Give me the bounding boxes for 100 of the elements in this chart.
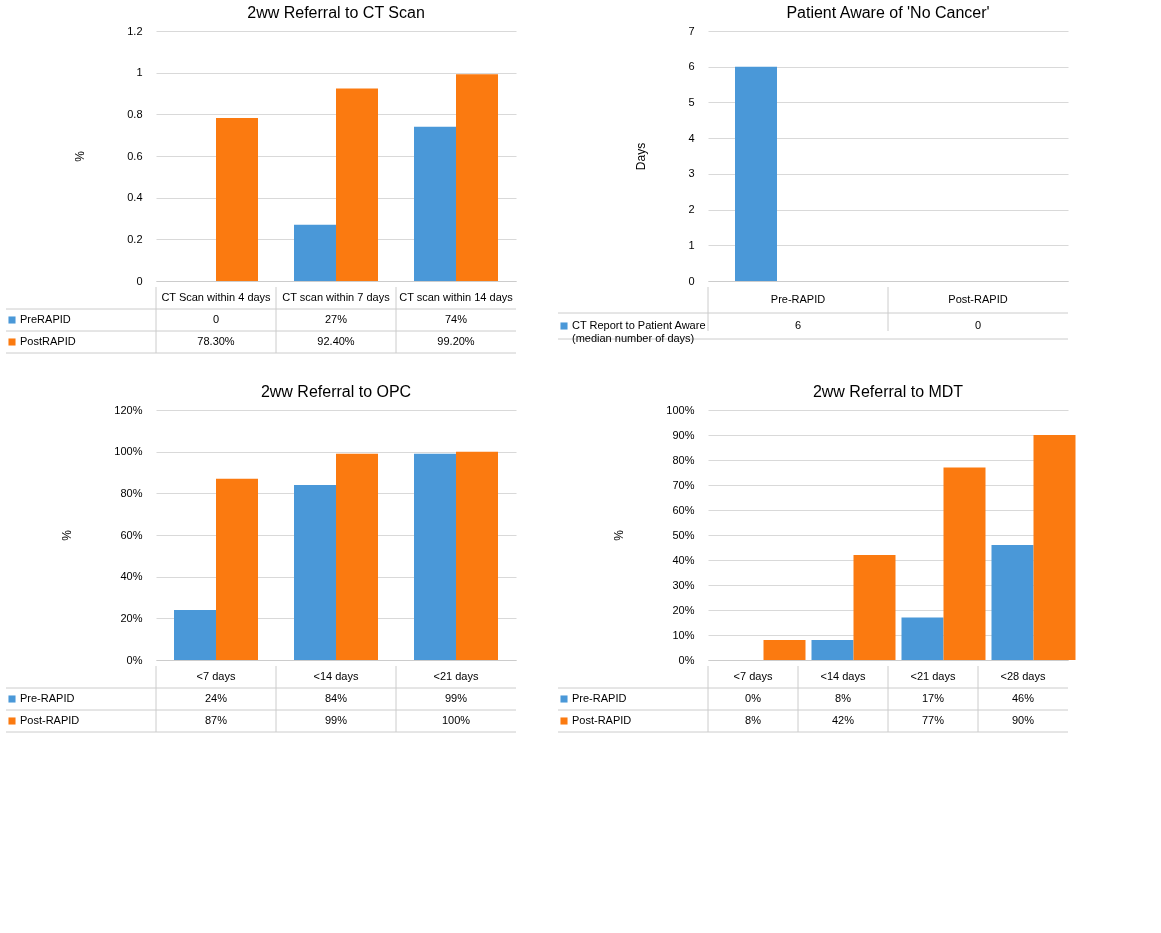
y-tick-label: 50% bbox=[672, 528, 695, 541]
y-tick-label: 20% bbox=[672, 603, 695, 616]
y-tick-label: 120% bbox=[114, 403, 143, 416]
x-tick-label: CT Scan within 4 days bbox=[161, 291, 272, 303]
y-tick-label: 2 bbox=[688, 203, 695, 216]
y-tick-label: 7 bbox=[688, 24, 695, 37]
bar bbox=[811, 640, 854, 660]
legend-label: CT Report to Patient Aware (median number of days) bbox=[572, 319, 706, 344]
x-tick-label: <21 days bbox=[433, 670, 479, 682]
legend-label: Post-RAPID bbox=[20, 714, 80, 726]
bar bbox=[456, 74, 498, 281]
chart-title: Patient Aware of 'No Cancer' bbox=[786, 4, 990, 21]
y-tick-label: 0.8 bbox=[127, 107, 143, 120]
y-tick-label: 60% bbox=[120, 528, 143, 541]
x-tick-label: Post-RAPID bbox=[948, 293, 1008, 305]
x-tick-label: <21 days bbox=[910, 670, 956, 682]
bar bbox=[456, 451, 498, 660]
data-label: 87% bbox=[204, 714, 228, 726]
bar bbox=[901, 617, 944, 660]
y-tick-label: 60% bbox=[672, 503, 695, 516]
data-label: 78.30% bbox=[197, 335, 235, 347]
y-tick-label: 1 bbox=[688, 238, 695, 251]
data-label: 0% bbox=[745, 692, 762, 704]
bar bbox=[336, 88, 378, 281]
legend-label: Pre-RAPID bbox=[20, 692, 75, 704]
y-tick-label: 70% bbox=[672, 478, 695, 491]
y-tick-label: 1 bbox=[136, 66, 143, 79]
y-tick-label: 0 bbox=[136, 274, 143, 287]
x-tick-label: CT scan within 7 days bbox=[282, 291, 391, 303]
y-tick-label: 80% bbox=[120, 486, 143, 499]
data-label: 46% bbox=[1011, 692, 1035, 704]
bar bbox=[294, 485, 336, 660]
y-axis-title: % bbox=[73, 150, 88, 162]
x-tick-label: Pre-RAPID bbox=[770, 293, 826, 305]
data-label: 99.20% bbox=[437, 335, 475, 347]
chart-title: 2ww Referral to MDT bbox=[812, 383, 964, 400]
y-tick-label: 80% bbox=[672, 453, 695, 466]
bar bbox=[763, 640, 806, 660]
legend-label: PreRAPID bbox=[20, 313, 71, 325]
data-label: 27% bbox=[324, 313, 348, 325]
y-tick-label: 0% bbox=[126, 653, 143, 666]
y-tick-label: 4 bbox=[688, 131, 695, 144]
y-tick-label: 20% bbox=[120, 611, 143, 624]
bar bbox=[991, 545, 1034, 660]
y-tick-label: 100% bbox=[114, 445, 143, 458]
legend-label: PostRAPID bbox=[20, 335, 76, 347]
x-tick-label: <14 days bbox=[313, 670, 359, 682]
y-tick-label: 0.2 bbox=[127, 232, 143, 245]
data-label: 90% bbox=[1011, 714, 1035, 726]
bar bbox=[174, 610, 216, 660]
bar bbox=[943, 467, 986, 660]
y-tick-label: 10% bbox=[672, 628, 695, 641]
data-label: 0 bbox=[212, 313, 220, 325]
x-tick-label: <7 days bbox=[196, 670, 236, 682]
y-axis-title: Days bbox=[634, 142, 649, 171]
data-label: 77% bbox=[921, 714, 945, 726]
x-tick-label: <28 days bbox=[1000, 670, 1046, 682]
y-tick-label: 0.6 bbox=[127, 149, 143, 162]
bar bbox=[216, 478, 258, 660]
bar bbox=[216, 117, 258, 281]
y-tick-label: 0.4 bbox=[127, 191, 143, 204]
y-tick-label: 90% bbox=[672, 428, 695, 441]
y-tick-label: 40% bbox=[672, 553, 695, 566]
bar bbox=[1033, 435, 1076, 660]
data-label: 0 bbox=[974, 319, 982, 331]
chart-title: 2ww Referral to CT Scan bbox=[247, 4, 425, 21]
data-label: 74% bbox=[444, 313, 468, 325]
data-label: 8% bbox=[745, 714, 762, 726]
y-tick-label: 3 bbox=[688, 167, 695, 180]
bar bbox=[336, 453, 378, 660]
y-tick-label: 1.2 bbox=[127, 24, 143, 37]
chart-title: 2ww Referral to OPC bbox=[260, 383, 412, 400]
y-tick-label: 0 bbox=[688, 274, 695, 287]
y-tick-label: 100% bbox=[666, 403, 695, 416]
data-label: 17% bbox=[921, 692, 945, 704]
bar bbox=[414, 453, 456, 660]
y-tick-label: 40% bbox=[120, 570, 143, 583]
x-tick-label: <14 days bbox=[820, 670, 866, 682]
bar bbox=[294, 224, 336, 281]
y-tick-label: 0% bbox=[678, 653, 695, 666]
data-label: 100% bbox=[441, 714, 471, 726]
x-tick-label: CT scan within 14 days bbox=[399, 291, 514, 303]
x-tick-label: <7 days bbox=[733, 670, 773, 682]
data-label: 99% bbox=[444, 692, 468, 704]
data-label: 42% bbox=[831, 714, 855, 726]
y-axis-title: % bbox=[612, 529, 627, 541]
data-label: 24% bbox=[204, 692, 228, 704]
data-label: 84% bbox=[324, 692, 348, 704]
data-label: 6 bbox=[794, 319, 802, 331]
bar bbox=[853, 555, 896, 660]
data-label: 8% bbox=[835, 692, 852, 704]
bar bbox=[414, 126, 456, 281]
data-label: 92.40% bbox=[317, 335, 355, 347]
data-label: 99% bbox=[324, 714, 348, 726]
y-tick-label: 5 bbox=[688, 95, 695, 108]
legend-label: Post-RAPID bbox=[572, 714, 632, 726]
y-axis-title: % bbox=[60, 529, 75, 541]
y-tick-label: 6 bbox=[688, 60, 695, 73]
y-tick-label: 30% bbox=[672, 578, 695, 591]
legend-label: Pre-RAPID bbox=[572, 692, 627, 704]
